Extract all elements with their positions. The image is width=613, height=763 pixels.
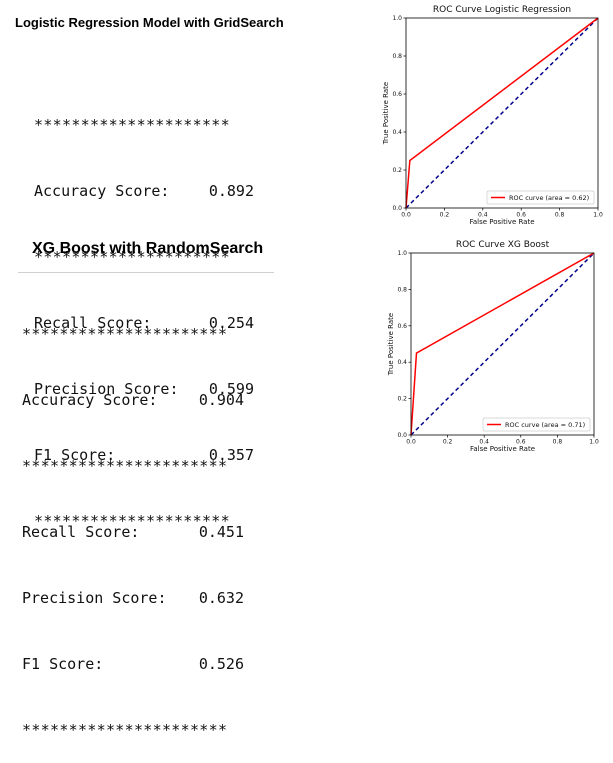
x-tick-label: 0.6: [516, 212, 526, 219]
score-value: 0.632: [198, 589, 244, 607]
plot-frame: [410, 252, 595, 436]
score-value: 0.599: [208, 380, 254, 398]
score-row-recall: Recall Score: 0.254: [34, 312, 254, 334]
y-tick-label: 0.4: [397, 359, 407, 366]
x-tick-label: 1.0: [593, 212, 603, 219]
y-axis-label: True Positive Rate: [382, 82, 390, 145]
legend-box: [486, 190, 595, 205]
diagonal-line: [405, 17, 599, 209]
roc-curve: [405, 17, 599, 209]
score-label: Recall Score:: [34, 314, 152, 332]
chart-title: ROC Curve XG Boost: [456, 240, 550, 250]
y-tick-label: 0.2: [397, 396, 407, 403]
y-axis-label: True Positive Rate: [387, 313, 395, 376]
x-axis-label: False Positive Rate: [469, 218, 534, 226]
roc-charts: ROC Curve Logistic Regression 0.0 0.2 0.4 0.…: [382, 5, 603, 453]
logistic-heading: Logistic Regression Model with GridSearc…: [15, 15, 284, 30]
score-value: 0.254: [208, 314, 254, 332]
score-row-precision: Precision Score: 0.599: [34, 378, 254, 400]
x-tick-label: 0.2: [440, 212, 450, 219]
score-row-accuracy: Accuracy Score: 0.904: [22, 389, 244, 411]
score-label: Accuracy Score:: [22, 391, 158, 409]
y-tick-label: 0.2: [392, 167, 402, 174]
stars-divider: **********************: [22, 721, 228, 739]
roc-curve: [410, 252, 595, 436]
diagonal-line: [410, 252, 595, 436]
stars-divider: **********************: [22, 325, 228, 343]
y-tick-label: 0.0: [392, 205, 402, 212]
score-row-accuracy: Accuracy Score: 0.892: [34, 180, 254, 202]
y-tick-label: 0.8: [392, 53, 402, 60]
x-tick-label: 1.0: [589, 439, 599, 446]
score-label: Accuracy Score:: [34, 182, 170, 200]
x-tick-label: 0.6: [516, 439, 526, 446]
plot-frame: [405, 17, 599, 209]
score-value: 0.526: [198, 655, 244, 673]
stars-divider: *********************: [34, 116, 230, 134]
score-value: 0.451: [198, 523, 244, 541]
section-divider: [18, 272, 274, 273]
legend-label: ROC curve (area = 0.62): [509, 194, 589, 202]
y-tick-label: 0.0: [397, 432, 407, 439]
x-tick-label: 0.4: [479, 439, 489, 446]
x-tick-label: 0.2: [443, 439, 453, 446]
score-value: 0.892: [208, 182, 254, 200]
score-label: Precision Score:: [22, 589, 167, 607]
x-tick-label: 0.8: [555, 212, 565, 219]
roc-chart-1: ROC Curve Logistic Regression 0.0 0.2 0.4 0.…: [382, 5, 603, 226]
y-tick-label: 1.0: [397, 250, 407, 257]
xgboost-heading: XG Boost with RandomSearch: [32, 240, 264, 257]
roc-chart-2: ROC Curve XG Boost 0.0 0.2 0.4 0.6 0.8 1.0 0.0 0…: [387, 240, 599, 453]
y-tick-label: 1.0: [392, 15, 402, 22]
legend-box: [482, 417, 591, 432]
score-value: 0.904: [198, 391, 244, 409]
score-label: Recall Score:: [22, 523, 140, 541]
score-label: Precision Score:: [34, 380, 179, 398]
score-label: F1 Score:: [22, 655, 104, 673]
y-tick-label: 0.8: [397, 286, 407, 293]
x-tick-label: 0.4: [478, 212, 488, 219]
y-tick-label: 0.6: [392, 91, 402, 98]
x-axis-label: False Positive Rate: [470, 445, 535, 453]
x-tick-label: 0.0: [406, 439, 416, 446]
score-row-recall: Recall Score: 0.451: [22, 521, 244, 543]
stars-divider: *********************: [34, 248, 230, 266]
score-row-precision: Precision Score: 0.632: [22, 587, 244, 609]
y-tick-label: 0.6: [397, 323, 407, 330]
x-tick-label: 0.8: [553, 439, 563, 446]
legend-label: ROC curve (area = 0.71): [505, 421, 585, 429]
stars-divider: **********************: [22, 457, 228, 475]
score-row-f1: F1 Score: 0.526: [22, 653, 244, 675]
chart-title: ROC Curve Logistic Regression: [433, 5, 571, 15]
y-tick-label: 0.4: [392, 129, 402, 136]
x-tick-label: 0.0: [401, 212, 411, 219]
